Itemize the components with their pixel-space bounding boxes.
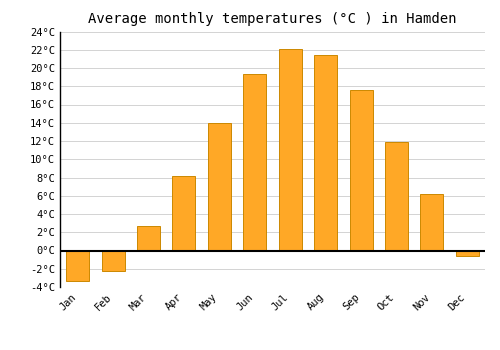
Bar bbox=[66, 251, 89, 281]
Bar bbox=[244, 75, 266, 251]
Bar bbox=[278, 49, 301, 251]
Bar bbox=[172, 176, 196, 251]
Bar bbox=[385, 142, 408, 251]
Bar bbox=[456, 251, 479, 256]
Bar bbox=[137, 226, 160, 251]
Bar bbox=[314, 55, 337, 251]
Title: Average monthly temperatures (°C ) in Hamden: Average monthly temperatures (°C ) in Ha… bbox=[88, 12, 457, 26]
Bar bbox=[350, 90, 372, 251]
Bar bbox=[420, 194, 444, 251]
Bar bbox=[102, 251, 124, 272]
Bar bbox=[208, 123, 231, 251]
